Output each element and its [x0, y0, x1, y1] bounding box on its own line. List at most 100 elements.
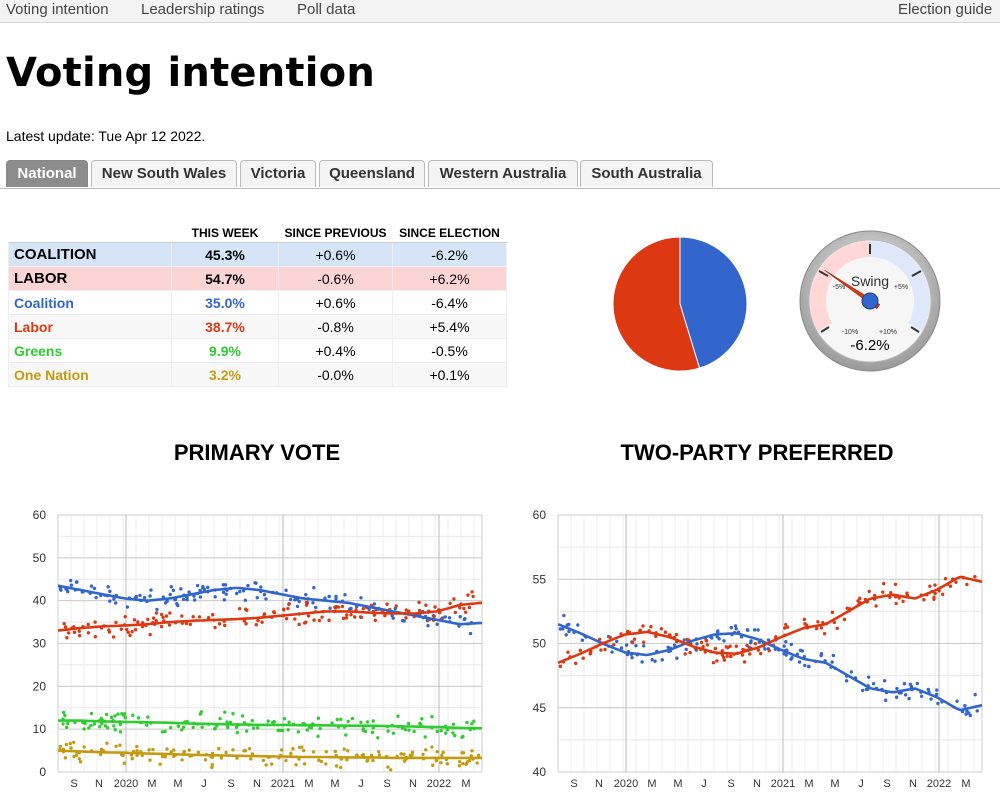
data-point: [421, 752, 425, 757]
nav-voting-intention[interactable]: Voting intention: [6, 1, 109, 18]
data-point: [218, 716, 222, 721]
data-point: [816, 620, 820, 624]
data-point: [443, 615, 447, 619]
table-row: One Nation 3.2% -0.0% +0.1%: [8, 362, 507, 387]
data-point: [630, 655, 634, 660]
data-point: [206, 585, 210, 590]
data-point: [72, 630, 77, 635]
data-point: [386, 765, 390, 769]
x-tick-label: N: [909, 778, 917, 790]
data-point: [406, 721, 411, 726]
x-tick-label: M: [961, 778, 970, 790]
tab-queensland[interactable]: Queensland: [319, 160, 425, 187]
data-point: [323, 596, 327, 600]
row-name: Coalition: [8, 290, 172, 315]
data-point: [289, 751, 293, 755]
nav-election-guide[interactable]: Election guide: [898, 1, 993, 18]
data-point: [271, 720, 275, 725]
data-point: [430, 763, 435, 767]
tab-south-australia[interactable]: South Australia: [580, 160, 713, 187]
data-point: [399, 752, 403, 756]
data-point: [246, 583, 250, 588]
data-point: [701, 645, 705, 649]
row-name: One Nation: [8, 362, 172, 387]
y-tick-label: 0: [39, 765, 46, 779]
data-point: [148, 594, 152, 598]
data-point: [132, 618, 137, 622]
data-point: [123, 716, 127, 720]
table-row: Coalition 35.0% +0.6% -6.4%: [8, 290, 507, 315]
data-point: [423, 735, 427, 739]
data-point: [241, 589, 246, 593]
row-since-previous: +0.6%: [278, 290, 393, 315]
data-point: [464, 762, 468, 767]
data-point: [318, 726, 322, 731]
data-point: [725, 654, 729, 658]
data-point: [163, 601, 168, 605]
tab-victoria[interactable]: Victoria: [240, 160, 316, 187]
data-point: [181, 597, 186, 602]
data-point: [435, 622, 439, 627]
row-since-previous: +0.6%: [278, 242, 393, 267]
data-point: [908, 682, 913, 687]
data-point: [312, 586, 316, 590]
x-tick-label: M: [173, 778, 182, 790]
data-point: [630, 640, 635, 645]
x-tick-label: M: [461, 778, 470, 790]
nav-leadership-ratings[interactable]: Leadership ratings: [141, 1, 265, 18]
data-point: [740, 653, 745, 657]
data-point: [126, 630, 130, 634]
row-since-election: +6.2%: [392, 266, 507, 291]
region-tabs: National New South Wales Victoria Queens…: [0, 160, 1000, 189]
data-point: [441, 750, 445, 755]
data-point: [133, 628, 138, 632]
data-point: [435, 729, 440, 734]
table-header-row: THIS WEEK SINCE PREVIOUS SINCE ELECTION: [8, 224, 507, 243]
data-point: [108, 589, 112, 594]
x-tick-label: M: [147, 778, 156, 790]
data-point: [225, 720, 229, 724]
data-point: [396, 714, 400, 718]
data-point: [674, 632, 679, 637]
data-point: [367, 607, 371, 612]
data-point: [180, 758, 184, 762]
data-point: [867, 589, 871, 594]
data-point: [338, 765, 343, 770]
tab-national[interactable]: National: [6, 160, 88, 187]
data-point: [574, 661, 578, 666]
data-point: [802, 617, 806, 622]
data-point: [224, 592, 228, 596]
data-point: [390, 613, 394, 618]
data-point: [146, 617, 150, 622]
data-point: [255, 726, 260, 730]
data-point: [135, 749, 139, 753]
data-point: [185, 597, 189, 602]
data-point: [176, 724, 181, 728]
nav-poll-data[interactable]: Poll data: [297, 1, 356, 18]
data-point: [180, 728, 184, 732]
data-point: [210, 763, 215, 767]
data-point: [907, 696, 911, 701]
data-point: [814, 626, 819, 631]
row-this-week: 35.0%: [171, 290, 279, 315]
data-point: [558, 627, 563, 631]
data-point: [200, 725, 204, 729]
data-point: [858, 596, 862, 601]
data-point: [458, 606, 462, 610]
data-point: [345, 613, 349, 617]
trend-line-greens: [58, 719, 483, 730]
data-point: [333, 605, 337, 609]
data-point: [819, 626, 824, 630]
data-point: [327, 594, 331, 599]
data-point: [650, 658, 654, 662]
row-this-week: 38.7%: [171, 314, 279, 339]
data-point: [832, 620, 837, 625]
data-point: [470, 590, 474, 594]
data-point: [293, 598, 297, 602]
data-point: [402, 759, 407, 763]
data-point: [63, 625, 68, 629]
tab-western-australia[interactable]: Western Australia: [428, 160, 578, 187]
data-point: [287, 720, 291, 724]
tab-new-south-wales[interactable]: New South Wales: [91, 160, 237, 187]
pie-slice-coalition: [679, 236, 748, 369]
